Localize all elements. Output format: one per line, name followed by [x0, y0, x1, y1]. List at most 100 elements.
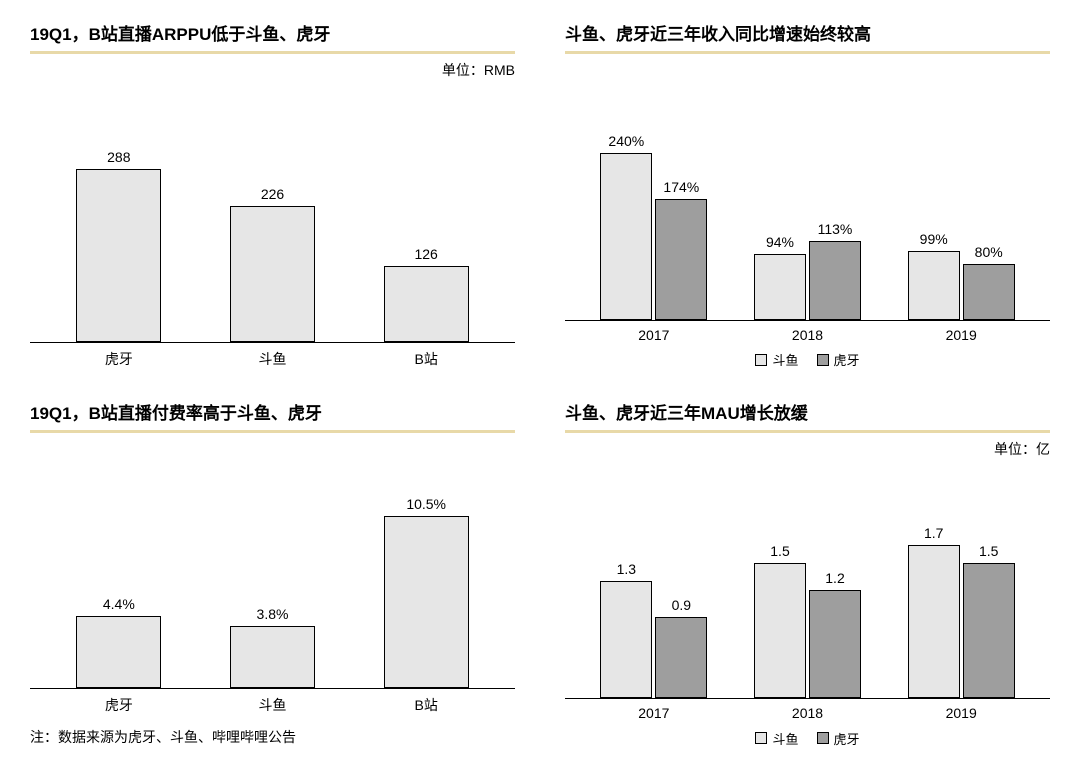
- panel-title: 19Q1，B站直播付费率高于斗鱼、虎牙: [30, 399, 515, 433]
- legend-item: 虎牙: [817, 351, 860, 369]
- bar-wrap: 1.5: [963, 543, 1015, 698]
- bar-wrap: 1.2: [809, 570, 861, 698]
- bar: [230, 626, 315, 688]
- bar: [600, 581, 652, 698]
- x-tick-label: B站: [349, 695, 503, 715]
- bar-wrap: 174%: [655, 179, 707, 319]
- bar-wrap: 226: [230, 186, 315, 342]
- bar-wrap: 1.7: [908, 525, 960, 698]
- bar-value-label: 1.5: [770, 543, 789, 559]
- bar-value-label: 3.8%: [257, 606, 289, 622]
- bar-wrap: 113%: [809, 221, 861, 319]
- bar-wrap: 10.5%: [384, 496, 469, 688]
- bar-wrap: 1.3: [600, 561, 652, 698]
- panel-arppu: 19Q1，B站直播ARPPU低于斗鱼、虎牙 单位：RMB 288 226 126 虎…: [30, 20, 515, 369]
- bar-value-label: 99%: [920, 231, 948, 247]
- category-group: 94% 113%: [731, 221, 885, 319]
- bar: [230, 206, 315, 342]
- category-group: 4.4%: [42, 596, 196, 688]
- bar-plot: 1.3 0.9 1.5 1.2 1.7 1.5: [565, 461, 1050, 700]
- panel-revenue-growth: 斗鱼、虎牙近三年收入同比增速始终较高 240% 174% 94% 113% 99% 80%…: [565, 20, 1050, 369]
- legend-swatch: [755, 732, 767, 744]
- category-group: 10.5%: [349, 496, 503, 688]
- bar-value-label: 174%: [663, 179, 699, 195]
- bar-wrap: 99%: [908, 231, 960, 320]
- bar-wrap: 3.8%: [230, 606, 315, 688]
- category-group: 1.7 1.5: [884, 525, 1038, 698]
- bar: [809, 590, 861, 698]
- category-group: 3.8%: [196, 606, 350, 688]
- bar-wrap: 240%: [600, 133, 652, 319]
- bar-wrap: 4.4%: [76, 596, 161, 688]
- x-tick-label: 虎牙: [42, 349, 196, 369]
- legend-swatch: [755, 354, 767, 366]
- bar-wrap: 288: [76, 149, 161, 342]
- bar-value-label: 1.3: [617, 561, 636, 577]
- legend-swatch: [817, 732, 829, 744]
- bar-value-label: 0.9: [672, 597, 691, 613]
- legend-item: 斗鱼: [755, 351, 798, 369]
- x-tick-label: 斗鱼: [196, 695, 350, 715]
- category-group: 1.5 1.2: [731, 543, 885, 698]
- category-group: 126: [349, 246, 503, 342]
- x-axis: 201720182019: [565, 321, 1050, 343]
- unit-label: 单位：亿: [565, 439, 1050, 457]
- bar: [809, 241, 861, 319]
- bar-value-label: 113%: [818, 221, 853, 237]
- bar: [754, 563, 806, 698]
- x-tick-label: 2019: [884, 327, 1038, 343]
- bar: [76, 616, 161, 688]
- bar-value-label: 240%: [608, 133, 644, 149]
- bar: [963, 563, 1015, 698]
- x-axis: 201720182019: [565, 699, 1050, 721]
- bar-plot: 288 226 126: [30, 82, 515, 343]
- bar: [600, 153, 652, 319]
- bar-wrap: 94%: [754, 234, 806, 319]
- footnote: 注：数据来源为虎牙、斗鱼、哔哩哔哩公告: [30, 727, 515, 747]
- category-group: 99% 80%: [884, 231, 1038, 320]
- x-tick-label: 2018: [731, 705, 885, 721]
- panel-title: 19Q1，B站直播ARPPU低于斗鱼、虎牙: [30, 20, 515, 54]
- legend-label: 斗鱼: [772, 350, 798, 369]
- panel-mau: 斗鱼、虎牙近三年MAU增长放缓 单位：亿 1.30.91.51.21.71.5 …: [565, 399, 1050, 748]
- unit-label: [565, 60, 1050, 78]
- bar-value-label: 1.5: [979, 543, 998, 559]
- category-group: 1.3 0.9: [577, 561, 731, 698]
- x-tick-label: 2018: [731, 327, 885, 343]
- bar-value-label: 1.7: [924, 525, 943, 541]
- panel-title: 斗鱼、虎牙近三年收入同比增速始终较高: [565, 20, 1050, 54]
- bar-wrap: 126: [384, 246, 469, 342]
- legend-label: 虎牙: [834, 729, 860, 748]
- bar: [384, 516, 469, 688]
- bar-value-label: 226: [261, 186, 284, 202]
- unit-label: 单位：RMB: [30, 60, 515, 78]
- category-group: 240% 174%: [577, 133, 731, 319]
- bar-wrap: 0.9: [655, 597, 707, 698]
- x-tick-label: 虎牙: [42, 695, 196, 715]
- unit-label: [30, 439, 515, 457]
- bar-value-label: 10.5%: [406, 496, 446, 512]
- bar: [754, 254, 806, 319]
- bar: [655, 617, 707, 698]
- chart-area: 288 226 126 虎牙斗鱼B站: [30, 78, 515, 369]
- legend-label: 虎牙: [834, 350, 860, 369]
- category-group: 288: [42, 149, 196, 342]
- x-tick-label: 2017: [577, 327, 731, 343]
- bar: [963, 264, 1015, 319]
- x-axis: 虎牙斗鱼B站: [30, 343, 515, 369]
- chart-area: 1.3 0.9 1.5 1.2 1.7 1.5 201720182019 斗鱼 虎牙: [565, 457, 1050, 748]
- category-group: 226: [196, 186, 350, 342]
- bar-value-label: 4.4%: [103, 596, 135, 612]
- bar-wrap: 1.5: [754, 543, 806, 698]
- chart-grid: 19Q1，B站直播ARPPU低于斗鱼、虎牙 单位：RMB 288 226 126 虎…: [30, 20, 1050, 747]
- bar-value-label: 288: [107, 149, 130, 165]
- bar-wrap: 80%: [963, 244, 1015, 319]
- chart-area: 4.4% 3.8% 10.5% 虎牙斗鱼B站: [30, 457, 515, 716]
- legend-label: 斗鱼: [772, 729, 798, 748]
- x-axis: 虎牙斗鱼B站: [30, 689, 515, 715]
- panel-pay-rate: 19Q1，B站直播付费率高于斗鱼、虎牙 4.4% 3.8% 10.5% 虎牙斗鱼B站…: [30, 399, 515, 748]
- x-tick-label: 斗鱼: [196, 349, 350, 369]
- legend: 斗鱼 虎牙: [565, 729, 1050, 747]
- x-tick-label: 2017: [577, 705, 731, 721]
- bar-value-label: 94%: [766, 234, 794, 250]
